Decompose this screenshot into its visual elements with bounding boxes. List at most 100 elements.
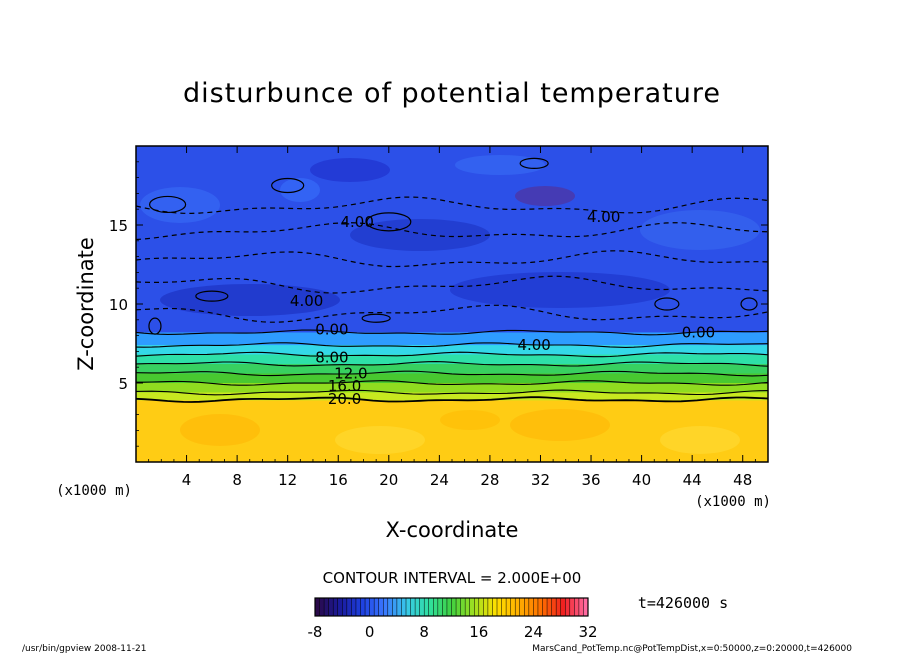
- colorbar-cell: [547, 598, 552, 616]
- contour-lines: [136, 157, 768, 403]
- colorbar-cell: [465, 598, 470, 616]
- footer-right: MarsCand_PotTemp.nc@PotTempDist,x=0:5000…: [532, 644, 852, 654]
- colorbar-tick-label: 8: [419, 623, 429, 641]
- field-band-6: [136, 383, 768, 393]
- contour-solid-2: [136, 351, 768, 358]
- colorbar-cell: [337, 598, 343, 616]
- colorbar-cell: [355, 598, 361, 616]
- x-tick-label: 4: [182, 471, 192, 489]
- colorbar-cell: [451, 598, 457, 616]
- colorbar-cell: [469, 598, 475, 616]
- colorbar-cell: [533, 598, 539, 616]
- contour-label-2: 4.00: [290, 292, 323, 310]
- colorbar-cell: [424, 598, 430, 616]
- colorbar-cell: [374, 598, 379, 616]
- colorbar-cell: [542, 598, 548, 616]
- x-tick-label: 36: [581, 471, 600, 489]
- colorbar-cell: [360, 598, 366, 616]
- colorbar-tick-label: 0: [365, 623, 375, 641]
- contour-label-4: 0.00: [682, 323, 715, 341]
- contour-closed-5: [195, 290, 229, 302]
- contour-interval-text: CONTOUR INTERVAL = 2.000E+00: [323, 569, 582, 587]
- colorbar-cell: [383, 598, 389, 616]
- contour-dashed-0: [136, 196, 768, 215]
- colorbar-cell: [456, 598, 461, 616]
- field-band-8: [136, 400, 768, 462]
- colorbar-cell: [487, 598, 493, 616]
- z-tick-label: 15: [109, 217, 128, 235]
- contour-dashed-3: [136, 275, 768, 294]
- contour-solid-0: [136, 329, 768, 336]
- contour-closed-1: [271, 177, 305, 194]
- field-band-7: [136, 392, 768, 401]
- x-tick-label: 12: [278, 471, 297, 489]
- footer-left: /usr/bin/gpview 2008-11-21: [22, 644, 146, 654]
- colorbar-cell: [401, 598, 407, 616]
- x-axis: 4 8 12 16 20 24 28 32 36 40 44 48: [148, 146, 756, 489]
- contour-dashed-2: [136, 250, 768, 268]
- colorbar-cell: [392, 598, 398, 616]
- colorbar-cell: [460, 598, 466, 616]
- colorbar-cell: [565, 598, 571, 616]
- contour-label-9: 20.0: [328, 390, 361, 408]
- contour-label-7: 12.0: [334, 365, 367, 383]
- colorbar-tick-label: -8: [308, 623, 323, 641]
- x-axis-label: X-coordinate: [386, 518, 519, 542]
- contour-label-5: 4.00: [517, 336, 550, 354]
- colorbar-tick-label: 16: [469, 623, 488, 641]
- colorbar-cell: [510, 598, 516, 616]
- field-band-3: [136, 354, 768, 365]
- colorbar-cell: [501, 598, 507, 616]
- colorbar-cell: [415, 598, 420, 616]
- z-tick-label: 5: [118, 375, 128, 393]
- contour-closed-0: [149, 195, 187, 214]
- z-axis-label: Z-coordinate: [74, 237, 98, 371]
- field-band-1: [136, 332, 768, 346]
- colorbar-cell: [315, 598, 320, 616]
- colorbar-cell: [474, 598, 480, 616]
- z-axis: 5 10 15: [109, 161, 768, 447]
- contour-solid-3: [136, 361, 768, 367]
- colorbar-cell: [537, 598, 543, 616]
- colorbar-cell: [551, 598, 557, 616]
- x-tick-label: 8: [232, 471, 242, 489]
- colorbar-cell: [492, 598, 498, 616]
- colorbar-frame: [314, 597, 589, 617]
- colorbar-cell: [333, 598, 339, 616]
- colorbar-cell: [483, 598, 489, 616]
- colorbar-cell: [328, 598, 334, 616]
- contour-closed-3: [366, 212, 412, 232]
- colorbar-cell: [560, 598, 566, 616]
- colorbar-cell: [578, 598, 584, 616]
- colorbar-cell: [410, 598, 416, 616]
- colorbar-cell: [497, 598, 502, 616]
- colorbar-cell: [351, 598, 357, 616]
- contour-label-1: 4.00: [587, 208, 620, 226]
- colorbar-cell: [319, 598, 325, 616]
- x-tick-label: 16: [329, 471, 348, 489]
- yellow-mottling: [180, 409, 740, 454]
- colorbar-cell: [396, 598, 402, 616]
- colorbar-cell: [428, 598, 434, 616]
- blue-mottling: [140, 155, 760, 316]
- contour-dashed-1: [136, 222, 768, 241]
- colorbar-cell: [365, 598, 370, 616]
- colorbar-cell: [342, 598, 348, 616]
- contour-closed-6: [361, 313, 391, 323]
- contour-closed-4: [654, 297, 680, 311]
- x-tick-label: 28: [480, 471, 499, 489]
- colorbar-cell: [437, 598, 443, 616]
- contour-closed-2: [519, 157, 549, 169]
- x-tick-label: 20: [379, 471, 398, 489]
- z-unit-label: (x1000 m): [56, 483, 132, 499]
- colorbar-cell: [442, 598, 448, 616]
- colorbar-cell: [478, 598, 484, 616]
- x-tick-label: 24: [430, 471, 449, 489]
- colorbar-tick-label: 32: [578, 623, 597, 641]
- colorbar-cell: [406, 598, 411, 616]
- colorbar-cell: [519, 598, 525, 616]
- contour-closed-8: [148, 317, 162, 335]
